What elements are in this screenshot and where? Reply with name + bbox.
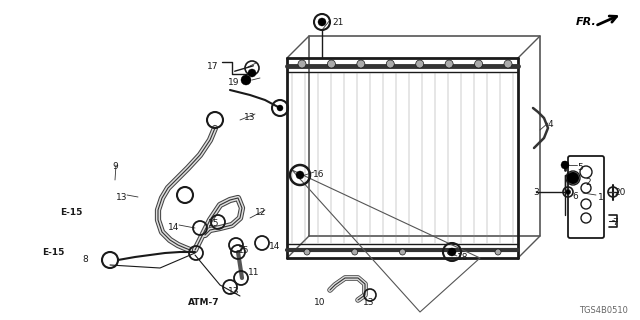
Circle shape	[566, 189, 570, 195]
Text: 19: 19	[228, 78, 239, 87]
Text: FR.: FR.	[576, 17, 596, 27]
Text: 20: 20	[614, 188, 625, 197]
Circle shape	[241, 75, 251, 85]
Circle shape	[495, 249, 501, 255]
Text: 7: 7	[612, 218, 618, 227]
Text: 9: 9	[112, 162, 118, 171]
Circle shape	[448, 248, 456, 256]
Circle shape	[357, 60, 365, 68]
Circle shape	[567, 172, 579, 184]
Text: 13: 13	[228, 287, 239, 296]
Circle shape	[399, 249, 406, 255]
Circle shape	[248, 69, 256, 77]
Circle shape	[475, 60, 483, 68]
Text: TGS4B0510: TGS4B0510	[579, 306, 628, 315]
Text: 4: 4	[548, 120, 554, 129]
Circle shape	[298, 60, 306, 68]
Text: 17: 17	[207, 62, 218, 71]
Text: 14: 14	[168, 223, 179, 232]
Text: 18: 18	[457, 253, 468, 262]
Circle shape	[304, 249, 310, 255]
Text: 1: 1	[598, 193, 604, 202]
Text: 14: 14	[269, 242, 280, 251]
Circle shape	[296, 171, 304, 179]
Circle shape	[416, 60, 424, 68]
Circle shape	[352, 249, 358, 255]
Circle shape	[387, 60, 394, 68]
Circle shape	[328, 60, 335, 68]
Text: 15: 15	[208, 219, 220, 228]
Text: 5: 5	[577, 163, 583, 172]
Text: 13: 13	[116, 193, 127, 202]
Text: 13: 13	[244, 113, 255, 122]
Circle shape	[318, 18, 326, 26]
Text: 11: 11	[248, 268, 259, 277]
Text: 10: 10	[314, 298, 326, 307]
Text: 6: 6	[572, 192, 578, 201]
Text: 15: 15	[238, 246, 250, 255]
Text: 13: 13	[363, 298, 374, 307]
Circle shape	[447, 249, 453, 255]
Circle shape	[561, 161, 569, 169]
Text: 21: 21	[332, 18, 344, 27]
Text: ATM-7: ATM-7	[188, 298, 220, 307]
FancyBboxPatch shape	[568, 156, 604, 238]
Circle shape	[277, 105, 283, 111]
Text: 3: 3	[533, 188, 539, 197]
Text: E-15: E-15	[60, 208, 83, 217]
Circle shape	[445, 60, 453, 68]
Circle shape	[504, 60, 512, 68]
Text: 16: 16	[313, 170, 324, 179]
Text: 2: 2	[585, 178, 591, 187]
Text: 8: 8	[82, 255, 88, 264]
Text: 12: 12	[255, 208, 266, 217]
Text: E-15: E-15	[42, 248, 65, 257]
